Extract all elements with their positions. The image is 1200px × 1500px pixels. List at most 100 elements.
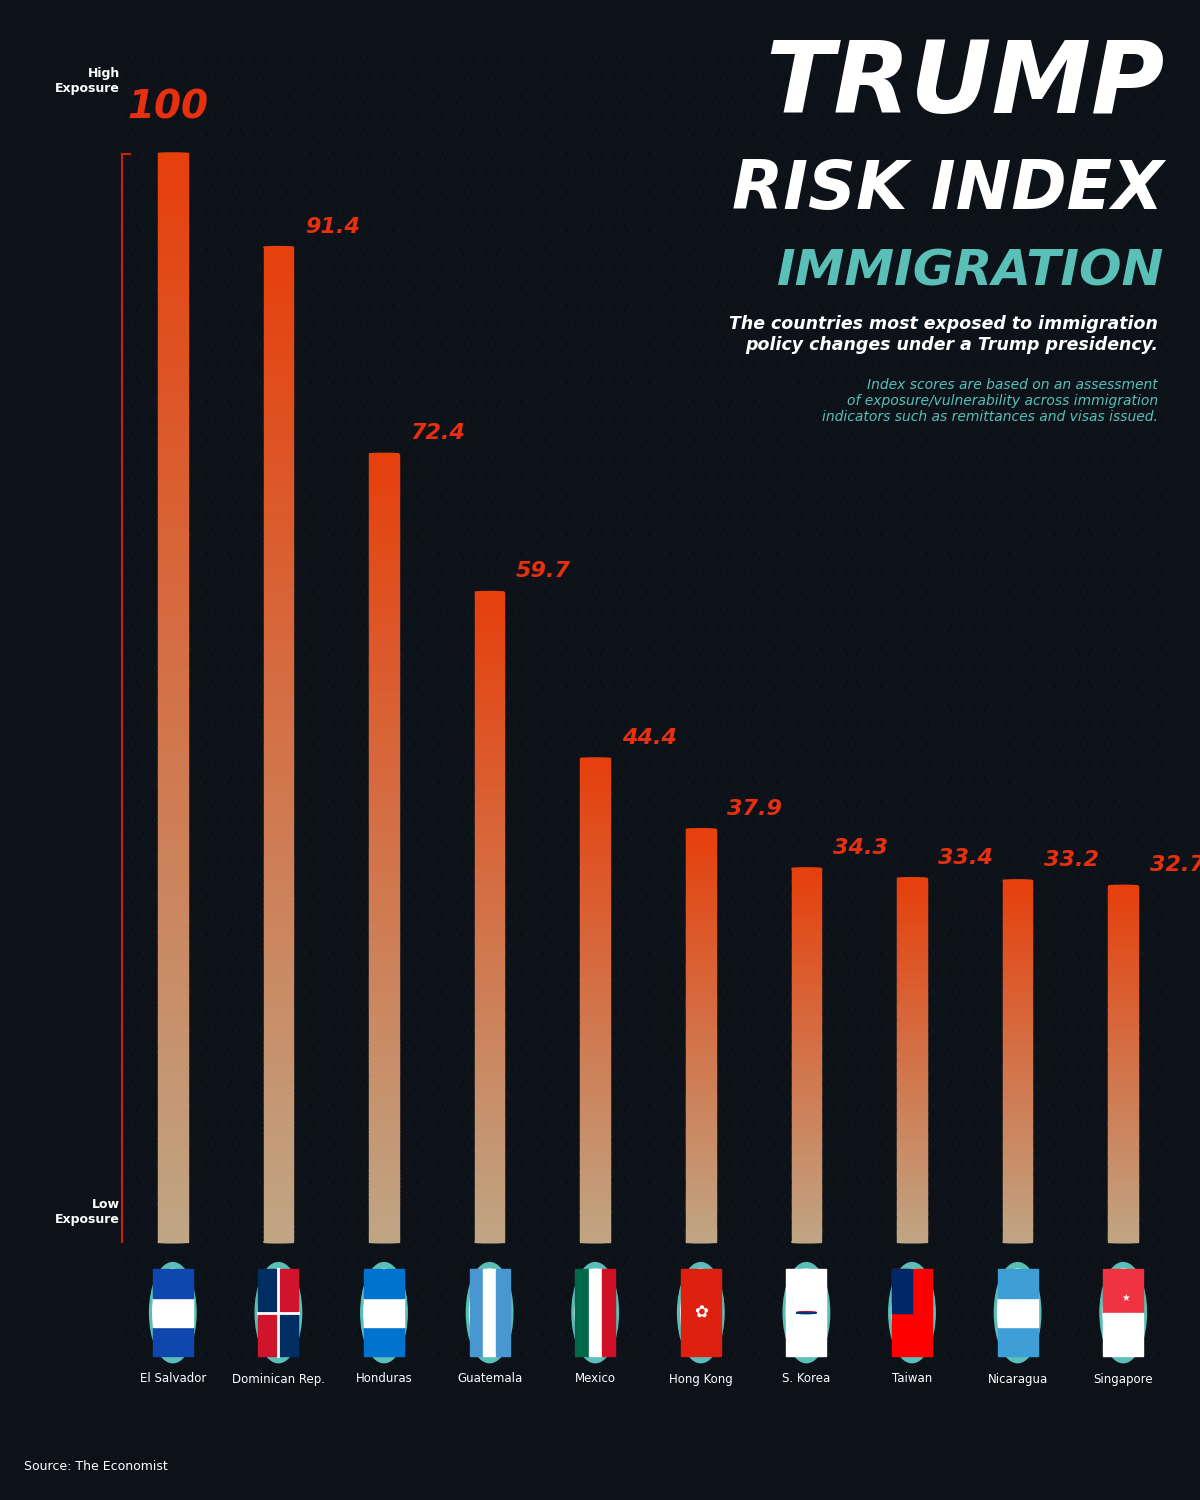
Bar	[686, 1029, 715, 1032]
Bar	[898, 954, 926, 957]
Bar	[792, 1161, 821, 1164]
Bar	[1003, 1132, 1032, 1136]
Bar	[792, 898, 821, 900]
Bar	[158, 370, 187, 376]
Bar	[475, 998, 504, 1002]
Bar	[792, 1224, 821, 1227]
Bar	[686, 939, 715, 940]
Bar	[1003, 1005, 1032, 1007]
Bar	[898, 924, 926, 926]
Bar	[581, 1062, 610, 1065]
Bar	[370, 852, 398, 856]
Bar	[792, 1024, 821, 1028]
Bar	[1109, 1028, 1138, 1030]
Bar	[475, 1024, 504, 1028]
Bar	[898, 1176, 926, 1179]
Bar	[1003, 1112, 1032, 1113]
Bar	[792, 1071, 821, 1074]
Bar	[264, 759, 293, 765]
Bar	[792, 1132, 821, 1136]
Bar	[158, 1013, 187, 1019]
Bar	[686, 868, 715, 871]
Bar	[264, 968, 293, 974]
Bar	[264, 580, 293, 585]
Bar	[370, 1167, 398, 1172]
Bar	[1003, 1142, 1032, 1144]
Bar	[264, 1058, 293, 1064]
Bar	[898, 1186, 926, 1190]
Text: 33.4: 33.4	[938, 847, 994, 867]
Bar	[792, 963, 821, 966]
Bar	[1109, 1074, 1138, 1077]
Bar	[158, 898, 187, 904]
Bar	[158, 1176, 187, 1182]
Bar	[686, 1140, 715, 1143]
Bar	[581, 831, 610, 834]
Bar	[370, 453, 398, 458]
Bar	[792, 1204, 821, 1206]
Bar	[898, 993, 926, 994]
Bar	[1109, 1197, 1138, 1198]
Bar	[158, 458, 187, 464]
Bar	[792, 987, 821, 990]
Bar	[1109, 902, 1138, 904]
Bar	[370, 966, 398, 970]
Bar	[158, 812, 187, 818]
Bar	[898, 1200, 926, 1202]
Bar	[158, 692, 187, 698]
Bar	[898, 1056, 926, 1059]
Bar	[581, 1224, 610, 1227]
Bar	[158, 572, 187, 578]
Bar	[1003, 969, 1032, 970]
Bar	[264, 645, 293, 650]
Bar	[686, 1222, 715, 1226]
Bar	[158, 246, 187, 252]
Bar	[581, 1236, 610, 1239]
Bar	[898, 1010, 926, 1011]
Bar	[158, 1089, 187, 1095]
Bar	[686, 1060, 715, 1062]
Bar	[898, 1136, 926, 1138]
Bar	[1109, 960, 1138, 963]
Bar	[264, 416, 293, 422]
Bar	[264, 550, 293, 555]
Bar	[898, 986, 926, 987]
Bar	[475, 1212, 504, 1216]
Bar	[581, 932, 610, 934]
Bar	[581, 808, 610, 812]
Bar	[158, 1046, 187, 1052]
Bar	[1109, 939, 1138, 942]
Bar	[1003, 1076, 1032, 1077]
Bar	[581, 840, 610, 843]
Bar	[1003, 958, 1032, 960]
Bar	[686, 918, 715, 921]
Bar	[581, 1136, 610, 1138]
Bar	[792, 1191, 821, 1194]
Bar	[792, 990, 821, 992]
Bar	[264, 381, 293, 387]
Bar	[792, 1160, 821, 1161]
Bar	[898, 1203, 926, 1206]
Bar	[264, 446, 293, 452]
Bar	[1003, 1182, 1032, 1184]
Bar	[792, 910, 821, 914]
Bar	[370, 990, 398, 994]
Bar	[581, 1002, 610, 1005]
Bar	[475, 1008, 504, 1011]
Bar	[792, 980, 821, 982]
Bar	[898, 1178, 926, 1180]
Bar	[158, 273, 187, 279]
Bar	[1003, 1176, 1032, 1179]
Bar	[898, 1101, 926, 1104]
Bar	[1003, 1191, 1032, 1192]
Bar	[370, 1148, 398, 1152]
Bar	[370, 717, 398, 722]
Bar	[686, 1112, 715, 1114]
Bar	[158, 844, 187, 850]
Bar	[898, 1002, 926, 1004]
Bar	[898, 1004, 926, 1005]
Bar	[898, 1028, 926, 1029]
Bar	[475, 634, 504, 638]
Bar	[898, 910, 926, 914]
Bar	[475, 1167, 504, 1170]
